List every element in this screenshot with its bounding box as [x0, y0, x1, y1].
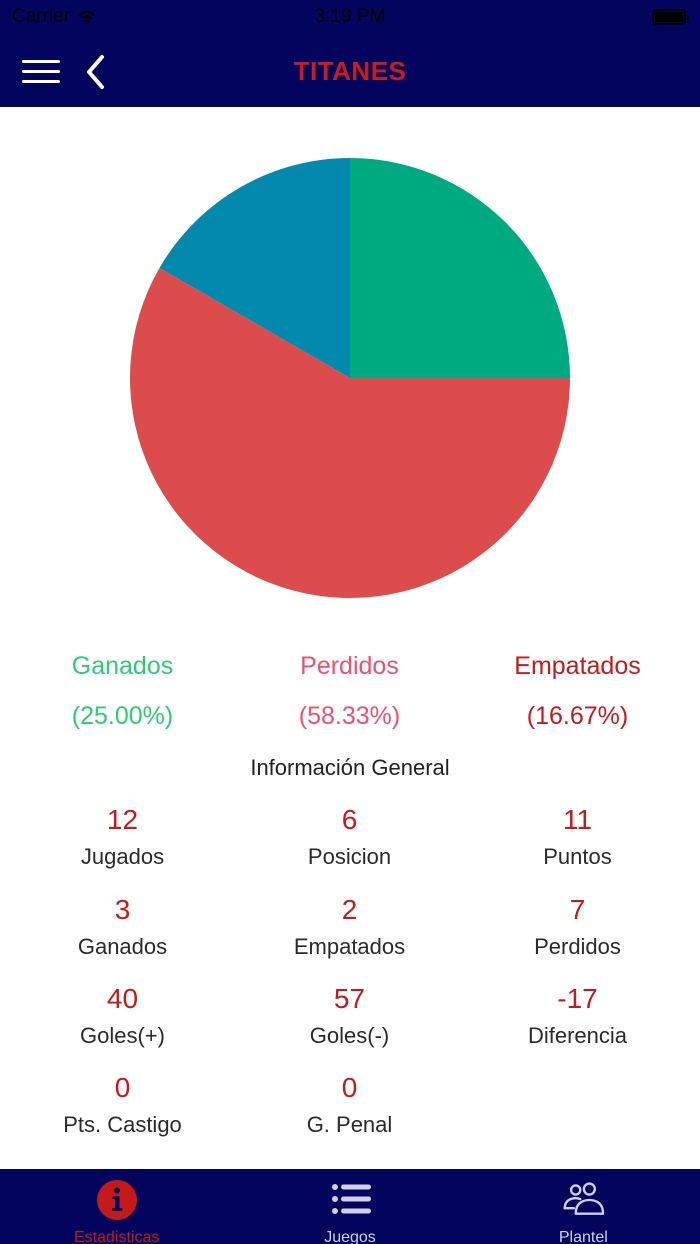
stat-value: -17: [557, 983, 598, 1014]
stat-posicion: 6 Posicion: [227, 800, 472, 872]
clock: 3:19 PM: [314, 6, 386, 27]
stat-label: Posicion: [307, 844, 392, 869]
tab-bar: Estadisticas Juegos Plantel: [0, 1169, 700, 1244]
stat-goles-contra: 57 Goles(-): [227, 979, 472, 1051]
pie-chart-svg: [129, 158, 570, 598]
status-bar: Carrier 3:19 PM: [0, 0, 700, 36]
stat-goles-favor: 40 Goles(+): [0, 979, 245, 1051]
tab-juegos[interactable]: Juegos: [233, 1169, 466, 1244]
info-circle-icon: [96, 1180, 137, 1220]
menu-button[interactable]: [20, 58, 62, 86]
wifi-icon: [78, 11, 96, 24]
legend-item-empatados: Empatados (16.67%): [461, 648, 694, 734]
stat-label: Perdidos: [534, 934, 621, 959]
stat-jugados: 12 Jugados: [0, 800, 245, 872]
legend-item-ganados: Ganados (25.00%): [6, 648, 239, 734]
stat-label: Goles(-): [309, 1023, 390, 1048]
stat-value: 40: [106, 983, 139, 1014]
stat-value: 12: [106, 804, 139, 835]
stat-label: Ganados: [77, 934, 168, 959]
stat-puntos: 11 Puntos: [455, 800, 700, 872]
stat-value: 3: [114, 894, 131, 925]
pie-slice-empatados: [159, 158, 350, 378]
tab-estadisticas[interactable]: Estadisticas: [0, 1169, 233, 1244]
chevron-left-icon: [87, 55, 104, 89]
hamburger-menu-icon: [22, 60, 60, 63]
legend-percentage: (25.00%): [71, 702, 174, 730]
stat-label: Goles(+): [80, 1023, 165, 1048]
tab-label: Estadisticas: [73, 1229, 160, 1244]
stat-label: Puntos: [543, 844, 612, 869]
stat-value: 11: [562, 804, 593, 835]
stat-perdidos: 7 Perdidos: [455, 890, 700, 962]
stat-value: 0: [114, 1072, 131, 1103]
stat-label: Empatados: [293, 934, 406, 959]
stat-value: 0: [341, 1072, 358, 1103]
stat-diferencia: -17 Diferencia: [455, 979, 700, 1051]
tab-label: Plantel: [558, 1229, 608, 1244]
pie-slice-perdidos: [129, 268, 570, 598]
stat-label: Diferencia: [527, 1023, 628, 1048]
legend-label: Empatados: [514, 652, 641, 680]
navigation-bar: TITANES: [0, 36, 700, 107]
header: Carrier 3:19 PM TITANES: [0, 0, 700, 107]
stat-value: 6: [341, 804, 358, 835]
stat-empatados: 2 Empatados: [227, 890, 472, 962]
legend-percentage: (58.33%): [298, 702, 401, 730]
carrier-label: Carrier: [12, 6, 71, 27]
list-icon: [331, 1184, 371, 1214]
section-title: Información General: [250, 755, 450, 780]
battery-full-icon: [652, 9, 689, 25]
stat-value: 57: [333, 983, 366, 1014]
legend-label: Ganados: [71, 652, 174, 680]
pie-chart: [129, 158, 570, 598]
stat-g-penal: 0 G. Penal: [227, 1068, 472, 1140]
legend-percentage: (16.67%): [526, 702, 629, 730]
pie-slice-ganados: [350, 158, 570, 378]
stat-label: Jugados: [80, 844, 165, 869]
tab-plantel[interactable]: Plantel: [467, 1169, 700, 1244]
legend-label: Perdidos: [300, 652, 399, 680]
carrier-group: Carrier: [12, 6, 98, 28]
stat-value: 7: [569, 894, 586, 925]
back-button[interactable]: [82, 52, 112, 92]
tab-label: Juegos: [324, 1229, 376, 1244]
stat-ganados: 3 Ganados: [0, 890, 245, 962]
stat-label: G. Penal: [306, 1112, 393, 1137]
people-icon: [563, 1182, 605, 1215]
stat-value: 2: [341, 894, 358, 925]
legend-item-perdidos: Perdidos (58.33%): [233, 648, 466, 734]
stat-label: Pts. Castigo: [63, 1112, 182, 1137]
stat-pts-castigo: 0 Pts. Castigo: [0, 1068, 245, 1140]
